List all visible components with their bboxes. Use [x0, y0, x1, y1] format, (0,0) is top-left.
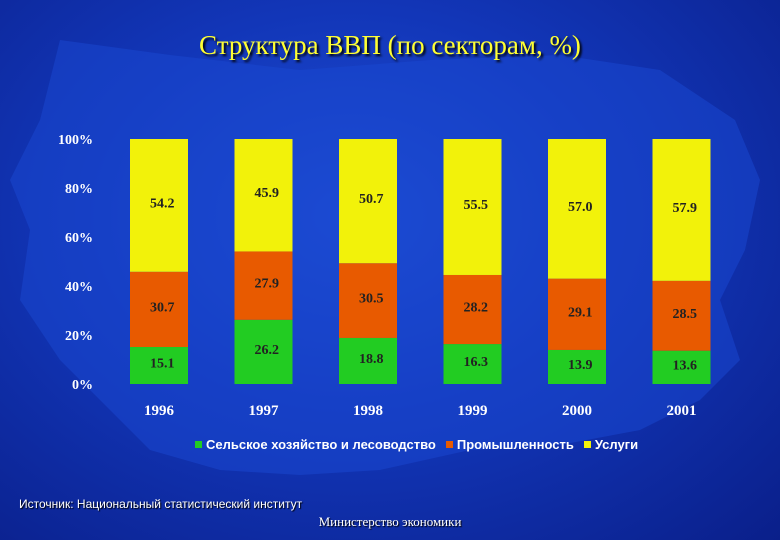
legend-item: Услуги [583, 436, 639, 452]
y-tick-label: 20% [65, 329, 93, 344]
legend: Сельское хозяйство и лесоводство Промышле… [195, 436, 642, 452]
y-tick-label: 0% [72, 378, 93, 393]
legend-label: Промышленность [456, 436, 574, 452]
legend-label: Сельское хозяйство и лесоводство [206, 436, 436, 452]
x-tick-label: 2001 [667, 403, 697, 419]
x-tick-label: 1998 [353, 403, 383, 419]
ministry-footer: Министерство экономики [318, 514, 462, 529]
legend-item: Сельское хозяйство и лесоводство [195, 437, 436, 452]
bar-segment [652, 139, 711, 281]
data-label: 26.2 [255, 343, 280, 358]
x-tick-label: 1999 [458, 403, 488, 419]
x-tick-label: 1996 [144, 403, 175, 419]
data-label: 50.7 [359, 192, 384, 207]
bar-segment [548, 278, 606, 350]
data-label: 28.5 [673, 307, 698, 322]
legend-label: Услуги [594, 436, 639, 452]
bar-segment [548, 139, 606, 279]
legend-swatch [445, 440, 453, 448]
legend-item: Промышленность [445, 436, 574, 452]
data-label: 30.7 [150, 300, 175, 315]
y-tick-label: 60% [65, 231, 93, 246]
bar-segment [130, 271, 188, 348]
bar-segment [443, 344, 502, 384]
data-label: 57.0 [568, 200, 593, 215]
legend-swatch [195, 440, 202, 448]
bar-segment [652, 280, 711, 351]
bar-segment [339, 139, 397, 264]
data-label: 27.9 [255, 277, 280, 292]
bar-segment [130, 139, 188, 272]
bars: 15.1 30.7 54.2 26.2 27.9 45.9 18.8 30.5 50.7 16.3… [130, 139, 711, 384]
bar-segment [443, 139, 502, 275]
data-label: 13.9 [568, 358, 593, 373]
data-label: 29.1 [568, 305, 593, 320]
y-axis: 0% 20% 40% 60% 80% 100% [58, 133, 93, 393]
y-tick-label: 40% [65, 280, 93, 295]
bar-segment [234, 319, 293, 384]
legend-swatch [583, 440, 591, 448]
data-label: 57.9 [673, 201, 698, 216]
bar-segment [443, 274, 502, 345]
y-tick-label: 100% [58, 133, 93, 148]
data-label: 45.9 [255, 186, 280, 201]
bar-segment [234, 251, 293, 320]
data-label: 30.5 [359, 292, 384, 307]
x-tick-label: 1997 [249, 403, 280, 419]
bar-segment [130, 347, 188, 384]
data-label: 18.8 [359, 352, 384, 367]
data-label: 15.1 [150, 357, 175, 372]
bar-segment [234, 139, 293, 252]
x-tick-label: 2000 [562, 403, 592, 419]
data-label: 55.5 [464, 198, 489, 213]
chart-title: Структура ВВП (по секторам, %) [199, 30, 581, 60]
bar-segment [652, 350, 711, 384]
x-axis: 1996 1997 1998 1999 2000 2001 [144, 403, 697, 419]
bar-segment [548, 349, 606, 384]
data-label: 16.3 [464, 355, 489, 370]
y-tick-label: 80% [65, 182, 93, 197]
bar-segment [339, 337, 397, 384]
data-label: 54.2 [150, 196, 175, 211]
source-note: Источник: Национальный статистический ин… [19, 497, 303, 511]
data-label: 28.2 [464, 301, 489, 316]
bar-segment [339, 263, 397, 338]
data-label: 13.6 [673, 358, 698, 373]
